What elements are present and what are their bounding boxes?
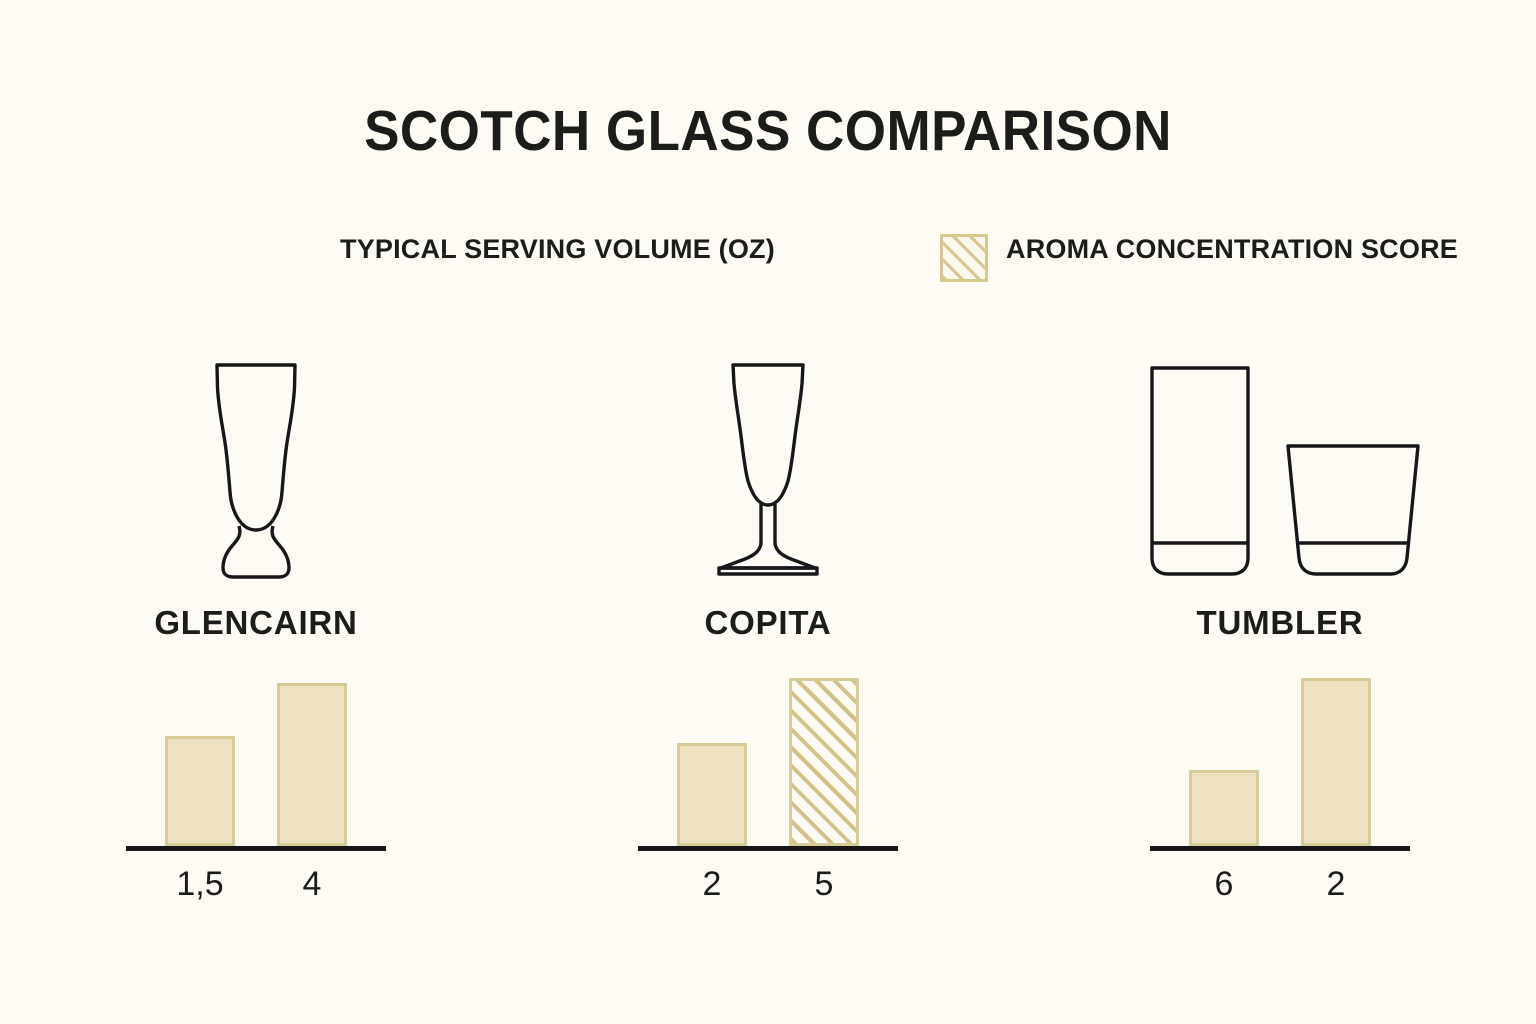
glass-illustration-tumbler <box>1130 352 1430 582</box>
chart-copita: 2 5 <box>638 676 898 904</box>
bars-copita <box>638 676 898 846</box>
bar-volume-glencairn <box>165 736 235 846</box>
panel-copita: COPITA 2 5 <box>512 352 1024 904</box>
legend-item-volume: TYPICAL SERVING VOLUME (OZ) <box>340 232 940 267</box>
chart-glencairn: 1,5 4 <box>126 676 386 904</box>
bar-labels-copita: 2 5 <box>638 865 898 904</box>
bar-aroma-copita <box>789 678 859 846</box>
bar-aroma-glencairn <box>277 683 347 846</box>
axis-line-glencairn <box>126 846 386 851</box>
legend: TYPICAL SERVING VOLUME (OZ) AROMA CONCEN… <box>340 232 1480 282</box>
glass-illustration-copita <box>693 352 843 582</box>
legend-item-aroma: AROMA CONCENTRATION SCORE <box>940 232 1458 282</box>
bar-aroma-tumbler <box>1301 678 1371 846</box>
bar-label-aroma-copita: 5 <box>814 865 834 903</box>
bar-labels-tumbler: 6 2 <box>1150 865 1410 904</box>
bar-label-volume-tumbler: 6 <box>1214 865 1234 903</box>
bar-label-aroma-glencairn: 4 <box>302 865 322 903</box>
glass-name-tumbler: TUMBLER <box>1196 604 1364 641</box>
bar-labels-glencairn: 1,5 4 <box>126 865 386 904</box>
axis-line-copita <box>638 846 898 851</box>
panels: GLENCAIRN 1,5 4 <box>0 352 1536 904</box>
glass-illustration-glencairn <box>176 352 336 582</box>
chart-tumbler: 6 2 <box>1150 676 1410 904</box>
axis-line-tumbler <box>1150 846 1410 851</box>
legend-label-volume: TYPICAL SERVING VOLUME (OZ) <box>340 234 775 264</box>
bars-glencairn <box>126 676 386 846</box>
bar-volume-tumbler <box>1189 770 1259 846</box>
bar-label-volume-copita: 2 <box>702 865 722 903</box>
bar-label-volume-glencairn: 1,5 <box>176 865 224 903</box>
copita-glass-icon <box>717 363 819 576</box>
panel-tumbler: TUMBLER 6 2 <box>1024 352 1536 904</box>
glass-name-copita: COPITA <box>704 604 832 641</box>
bar-volume-copita <box>677 743 747 846</box>
glass-name-glencairn: GLENCAIRN <box>154 604 358 641</box>
legend-label-aroma: AROMA CONCENTRATION SCORE <box>1006 234 1458 264</box>
panel-glencairn: GLENCAIRN 1,5 4 <box>0 352 512 904</box>
hatched-swatch-icon <box>940 234 988 282</box>
tumbler-glass-icon <box>1150 366 1420 576</box>
glencairn-glass-icon <box>215 363 297 579</box>
page-title: SCOTCH GLASS COMPARISON <box>364 99 1172 163</box>
bars-tumbler <box>1150 676 1410 846</box>
bar-label-aroma-tumbler: 2 <box>1326 865 1346 903</box>
